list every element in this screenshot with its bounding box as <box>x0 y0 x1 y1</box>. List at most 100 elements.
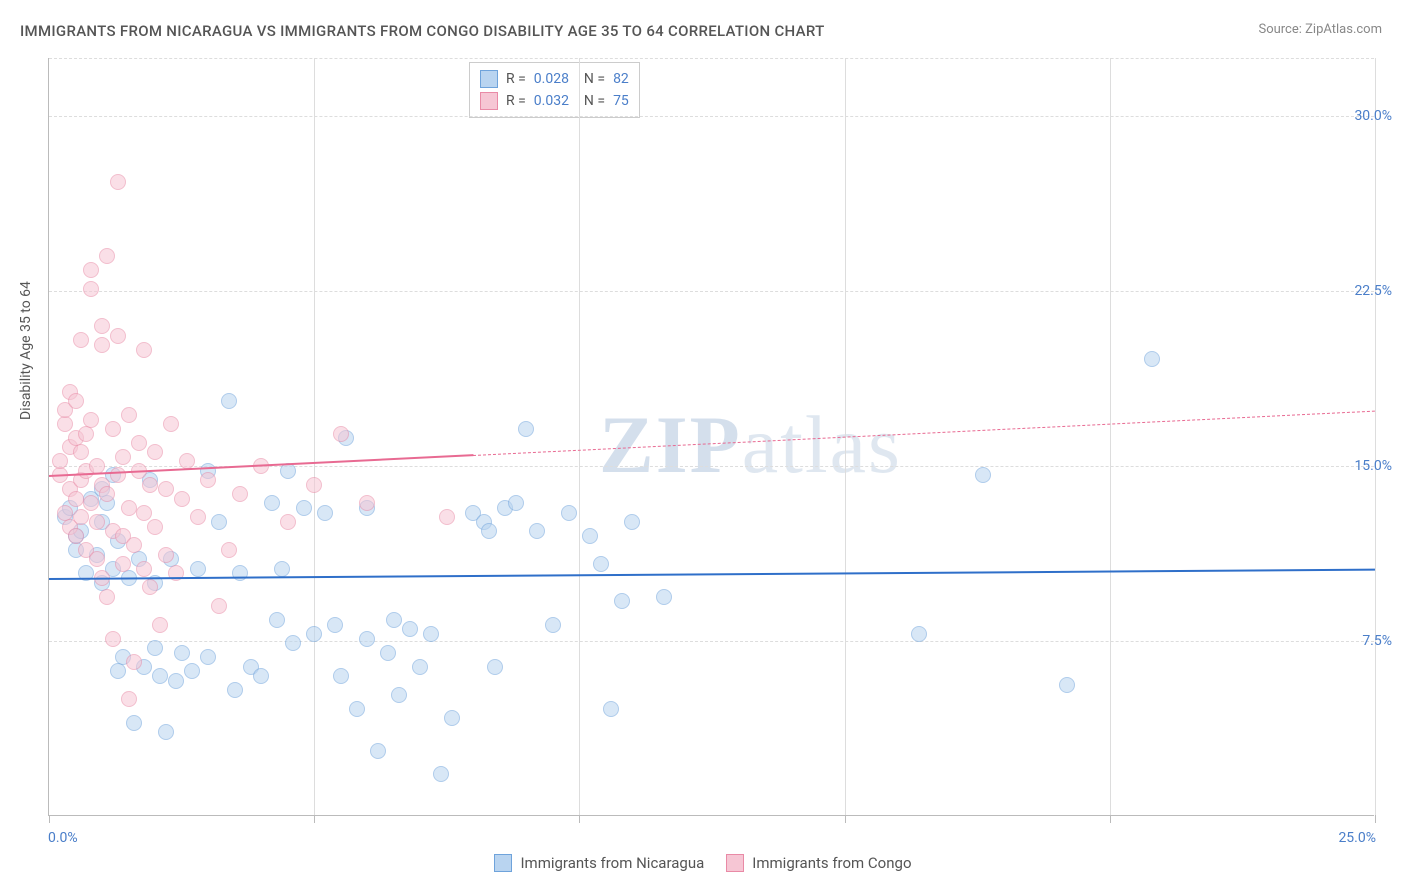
scatter-point-congo <box>439 509 455 525</box>
scatter-point-congo <box>57 416 73 432</box>
scatter-point-nicaragua <box>327 617 343 633</box>
x-tick-label: 0.0% <box>48 830 78 846</box>
scatter-point-nicaragua <box>975 467 991 483</box>
scatter-point-nicaragua <box>221 393 237 409</box>
scatter-point-congo <box>126 654 142 670</box>
scatter-point-congo <box>158 547 174 563</box>
x-tick <box>1110 815 1111 823</box>
gridline-horizontal <box>49 641 1374 642</box>
scatter-point-congo <box>121 691 137 707</box>
scatter-point-congo <box>105 631 121 647</box>
scatter-point-congo <box>94 318 110 334</box>
scatter-point-congo <box>306 477 322 493</box>
scatter-point-congo <box>73 509 89 525</box>
scatter-point-nicaragua <box>603 701 619 717</box>
x-tick <box>845 815 846 823</box>
scatter-point-nicaragua <box>614 593 630 609</box>
scatter-point-congo <box>52 453 68 469</box>
scatter-point-nicaragua <box>359 631 375 647</box>
scatter-point-congo <box>174 491 190 507</box>
gridline-horizontal <box>49 116 1374 117</box>
stat-n-label: N = <box>577 93 605 109</box>
scatter-point-nicaragua <box>911 626 927 642</box>
scatter-point-congo <box>152 617 168 633</box>
stats-legend: R = 0.028 N = 82R = 0.032 N = 75 <box>469 62 640 118</box>
legend-swatch <box>494 854 512 872</box>
legend-item: Immigrants from Nicaragua <box>494 854 704 872</box>
scatter-point-congo <box>232 486 248 502</box>
scatter-point-nicaragua <box>285 635 301 651</box>
scatter-point-congo <box>99 248 115 264</box>
scatter-point-congo <box>83 262 99 278</box>
scatter-point-nicaragua <box>253 668 269 684</box>
scatter-point-nicaragua <box>126 715 142 731</box>
scatter-point-nicaragua <box>561 505 577 521</box>
scatter-point-nicaragua <box>147 640 163 656</box>
scatter-point-nicaragua <box>184 663 200 679</box>
scatter-point-congo <box>110 174 126 190</box>
scatter-point-nicaragua <box>444 710 460 726</box>
scatter-point-congo <box>221 542 237 558</box>
scatter-point-congo <box>110 467 126 483</box>
scatter-point-nicaragua <box>433 766 449 782</box>
scatter-point-congo <box>121 500 137 516</box>
scatter-point-congo <box>121 407 137 423</box>
scatter-point-congo <box>99 486 115 502</box>
stat-n-label: N = <box>577 71 605 87</box>
scatter-point-congo <box>78 426 94 442</box>
y-tick-label: 15.0% <box>1354 458 1392 474</box>
scatter-point-congo <box>163 416 179 432</box>
scatter-point-nicaragua <box>274 561 290 577</box>
scatter-point-congo <box>83 495 99 511</box>
scatter-point-nicaragua <box>306 626 322 642</box>
scatter-point-nicaragua <box>423 626 439 642</box>
scatter-point-congo <box>105 421 121 437</box>
scatter-point-nicaragua <box>391 687 407 703</box>
scatter-point-nicaragua <box>380 645 396 661</box>
scatter-point-congo <box>359 495 375 511</box>
y-tick-label: 22.5% <box>1354 283 1392 299</box>
scatter-point-nicaragua <box>227 682 243 698</box>
scatter-point-nicaragua <box>269 612 285 628</box>
scatter-point-nicaragua <box>211 514 227 530</box>
scatter-point-congo <box>147 444 163 460</box>
scatter-point-nicaragua <box>296 500 312 516</box>
x-tick <box>49 815 50 823</box>
watermark: ZIPatlas <box>599 398 902 492</box>
x-tick <box>579 815 580 823</box>
scatter-point-nicaragua <box>349 701 365 717</box>
plot-area: ZIPatlas R = 0.028 N = 82R = 0.032 N = 7… <box>48 58 1374 816</box>
scatter-point-congo <box>190 509 206 525</box>
stats-row: R = 0.032 N = 75 <box>480 90 629 112</box>
y-tick-label: 7.5% <box>1362 633 1392 649</box>
scatter-point-congo <box>211 598 227 614</box>
scatter-point-nicaragua <box>264 495 280 511</box>
scatter-point-congo <box>147 519 163 535</box>
scatter-point-nicaragua <box>582 528 598 544</box>
stat-r-label: R = <box>506 71 526 87</box>
gridline-horizontal <box>49 291 1374 292</box>
scatter-point-nicaragua <box>402 621 418 637</box>
gridline-vertical <box>1110 58 1111 815</box>
legend-label: Immigrants from Nicaragua <box>520 854 704 872</box>
scatter-point-nicaragua <box>656 589 672 605</box>
scatter-point-nicaragua <box>412 659 428 675</box>
scatter-point-nicaragua <box>1059 677 1075 693</box>
gridline-horizontal <box>49 58 1374 59</box>
chart-title: IMMIGRANTS FROM NICARAGUA VS IMMIGRANTS … <box>20 22 825 40</box>
gridline-vertical <box>1375 58 1376 815</box>
scatter-point-congo <box>158 481 174 497</box>
scatter-point-nicaragua <box>1144 351 1160 367</box>
scatter-point-congo <box>68 393 84 409</box>
scatter-point-congo <box>99 589 115 605</box>
x-tick-label: 25.0% <box>1338 830 1376 846</box>
scatter-point-congo <box>89 514 105 530</box>
stat-r-label: R = <box>506 93 526 109</box>
x-tick <box>1375 815 1376 823</box>
scatter-point-congo <box>94 337 110 353</box>
x-tick <box>314 815 315 823</box>
scatter-point-nicaragua <box>487 659 503 675</box>
stat-n-value: 75 <box>613 93 629 109</box>
scatter-point-congo <box>68 491 84 507</box>
stat-r-value: 0.032 <box>534 93 569 109</box>
